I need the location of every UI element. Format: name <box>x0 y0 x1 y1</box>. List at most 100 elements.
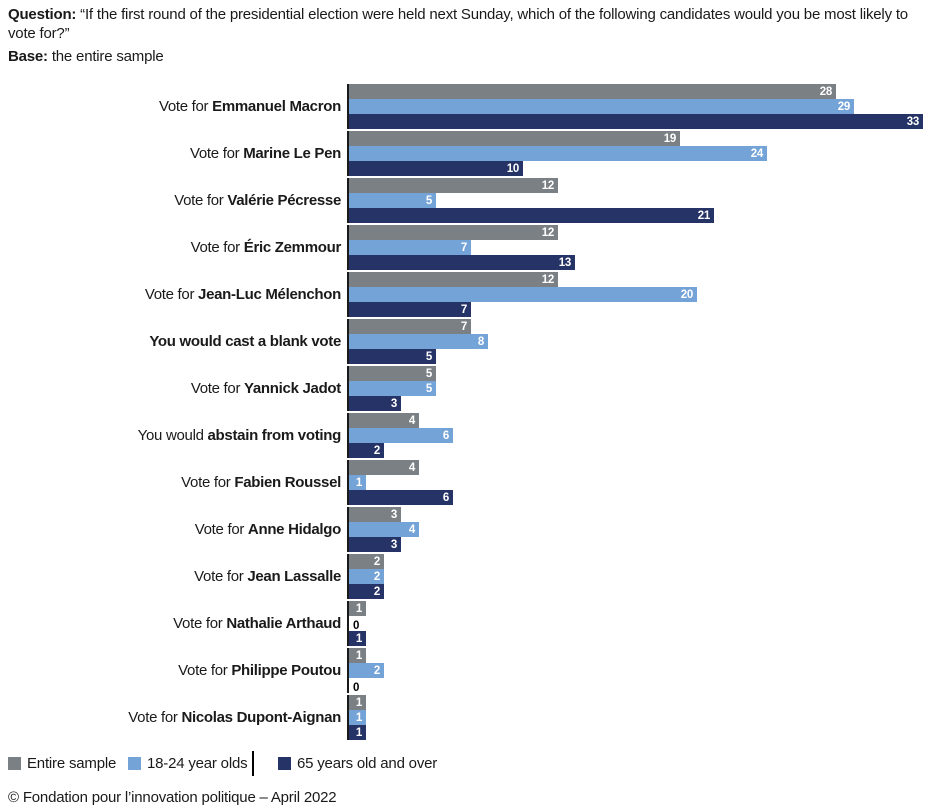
bar-65-years-old-and-over: 6 <box>349 490 453 505</box>
chart-row-fabien-roussel: Vote for Fabien Roussel 4 1 6 <box>0 460 933 505</box>
value-label: 19 <box>663 132 677 145</box>
category-label: Vote for Nathalie Arthaud <box>173 615 341 632</box>
value-label: 6 <box>442 429 449 442</box>
bar-group: 12 7 13 <box>347 225 575 270</box>
base-label: Base: <box>8 48 48 66</box>
category-label: Vote for Anne Hidalgo <box>194 521 342 538</box>
chart-row-yannick-jadot: Vote for Yannick Jadot 5 5 3 <box>0 366 933 411</box>
bar-entire-sample: 3 <box>349 507 401 522</box>
bar-line: 13 <box>349 255 575 270</box>
value-label: 3 <box>390 508 397 521</box>
value-label: 1 <box>355 696 362 709</box>
bar-line: 5 <box>349 366 436 381</box>
bar-line: 20 <box>349 287 697 302</box>
bar-line: 8 <box>349 334 488 349</box>
bar-line: 3 <box>349 537 419 552</box>
category-label: Vote for Éric Zemmour <box>190 239 342 256</box>
value-label: 0 <box>353 682 360 694</box>
category-label: You would cast a blank vote <box>149 333 341 350</box>
bar-group: 4 6 2 <box>347 413 453 458</box>
value-label: 5 <box>425 367 432 380</box>
value-label: 1 <box>355 649 362 662</box>
chart-row-emmanuel-macron: Vote for Emmanuel Macron 28 29 33 <box>0 84 933 129</box>
bar-entire-sample: 2 <box>349 554 384 569</box>
bar-18-24-year-olds: 29 <box>349 99 854 114</box>
legend-label-entire-sample: Entire sample <box>27 755 117 772</box>
question-label: Question: <box>8 6 77 23</box>
chart-row-nicolas-dupont-aignan: Vote for Nicolas Dupont-Aignan 1 1 1 <box>0 695 933 740</box>
bar-line: 21 <box>349 208 714 223</box>
bar-group: 19 24 10 <box>347 131 767 176</box>
text-cursor-artifact <box>252 751 254 776</box>
chart-row-marine-le-pen: Vote for Marine Le Pen 19 24 10 <box>0 131 933 176</box>
bar-line: 4 <box>349 413 453 428</box>
bar-18-24-year-olds: 7 <box>349 240 471 255</box>
bar-65-years-old-and-over: 33 <box>349 114 923 129</box>
bar-group: 28 29 33 <box>347 84 923 129</box>
chart-row-val-rie-p-cresse: Vote for Valérie Pécresse 12 5 21 <box>0 178 933 223</box>
value-label: 2 <box>373 570 380 583</box>
bar-line: 1 <box>349 710 366 725</box>
bar-18-24-year-olds: 1 <box>349 475 366 490</box>
bar-18-24-year-olds: 4 <box>349 522 419 537</box>
bar-line: 7 <box>349 240 575 255</box>
value-label: 12 <box>541 226 555 239</box>
category-label: Vote for Philippe Poutou <box>178 662 341 679</box>
bar-group: 12 5 21 <box>347 178 714 223</box>
bar-line: 4 <box>349 522 419 537</box>
value-label: 1 <box>355 476 362 489</box>
bar-line: 19 <box>349 131 767 146</box>
bar-65-years-old-and-over: 2 <box>349 443 384 458</box>
bar-65-years-old-and-over: 2 <box>349 584 384 599</box>
bar-65-years-old-and-over: 7 <box>349 302 471 317</box>
bar-18-24-year-olds: 20 <box>349 287 697 302</box>
category-label: Vote for Valérie Pécresse <box>174 192 341 209</box>
bar-entire-sample: 1 <box>349 695 366 710</box>
bar-group: 4 1 6 <box>347 460 453 505</box>
value-label: 4 <box>408 461 415 474</box>
value-label: 7 <box>460 241 467 254</box>
bar-line: 12 <box>349 272 697 287</box>
value-label: 3 <box>390 538 397 551</box>
bar-line: 1 <box>349 695 366 710</box>
bar-entire-sample: 7 <box>349 319 471 334</box>
chart-row-abstain-from-voting: You would abstain from voting 4 6 2 <box>0 413 933 458</box>
value-label: 8 <box>477 335 484 348</box>
legend: Entire sample 18-24 year olds 65 years o… <box>0 750 933 777</box>
bar-line: 6 <box>349 490 453 505</box>
chart-row-anne-hidalgo: Vote for Anne Hidalgo 3 4 3 <box>0 507 933 552</box>
value-label: 1 <box>355 711 362 724</box>
value-label: 21 <box>697 209 711 222</box>
bar-chart: Vote for Emmanuel Macron 28 29 33 Vote for M… <box>0 84 933 742</box>
bar-line: 5 <box>349 193 714 208</box>
value-label: 13 <box>558 256 572 269</box>
value-label: 24 <box>750 147 764 160</box>
legend-label-65-over: 65 years old and over <box>297 755 438 772</box>
question-body: “If the first round of the presidential … <box>8 6 908 43</box>
category-label: Vote for Yannick Jadot <box>190 380 341 397</box>
bar-line: 1 <box>349 631 366 646</box>
value-label: 1 <box>355 726 362 739</box>
bar-entire-sample: 4 <box>349 460 419 475</box>
value-label: 7 <box>460 320 467 333</box>
bar-18-24-year-olds: 6 <box>349 428 453 443</box>
value-label: 7 <box>460 303 467 316</box>
bar-line: 33 <box>349 114 923 129</box>
value-label: 1 <box>355 632 362 645</box>
bar-entire-sample: 1 <box>349 601 366 616</box>
value-label: 6 <box>442 491 449 504</box>
bar-group: 5 5 3 <box>347 366 436 411</box>
chart-row-philippe-poutou: Vote for Philippe Poutou 1 2 0 <box>0 648 933 694</box>
bar-line: 2 <box>349 569 384 584</box>
value-label: 2 <box>373 555 380 568</box>
bar-65-years-old-and-over: 3 <box>349 537 401 552</box>
bar-18-24-year-olds: 1 <box>349 710 366 725</box>
legend-item-entire-sample: Entire sample <box>8 750 116 777</box>
bar-line: 29 <box>349 99 923 114</box>
legend-swatch-entire-sample <box>8 757 21 770</box>
chart-header: Question: “If the first round of the pre… <box>8 5 930 66</box>
bar-line: 12 <box>349 225 575 240</box>
category-label: Vote for Nicolas Dupont-Aignan <box>128 709 341 726</box>
value-label: 5 <box>425 382 432 395</box>
